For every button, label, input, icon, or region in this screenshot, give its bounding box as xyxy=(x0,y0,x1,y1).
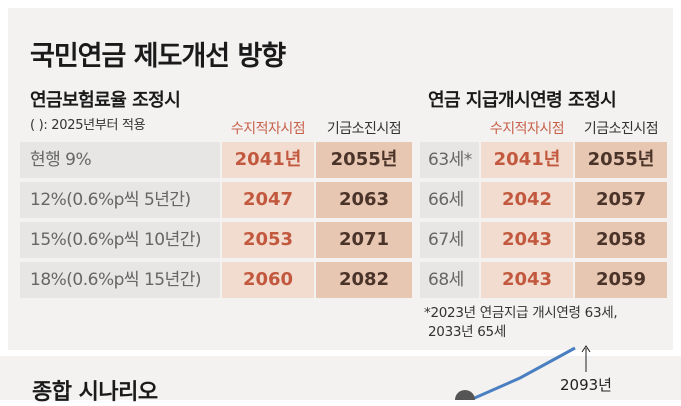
left-row-deficit: 2053 xyxy=(222,222,314,258)
right-col-depletion: 기금소진시점 xyxy=(583,121,659,137)
left-row-deficit: 2047 xyxy=(222,182,314,218)
right-row-label: 66세 xyxy=(420,182,479,218)
left-row-label: 현행 9% xyxy=(20,142,220,178)
left-row-deficit: 2060 xyxy=(222,262,314,298)
left-row-label: 15%(0.6%p씩 10년간) xyxy=(20,222,220,258)
left-col-deficit: 수지적자시점 xyxy=(230,121,306,137)
left-row-depletion: 2082 xyxy=(316,262,412,298)
right-row-deficit: 2042 xyxy=(481,182,573,218)
scenario-line xyxy=(469,346,576,400)
right-row-label: 63세* xyxy=(420,142,479,178)
right-col-deficit: 수지적자시점 xyxy=(489,121,565,137)
left-note: ( ): 2025년부터 적용 xyxy=(30,118,146,133)
right-row-deficit: 2041년 xyxy=(481,142,573,178)
left-heading: 연금보험료율 조정시 xyxy=(30,90,181,111)
right-row-deficit: 2043 xyxy=(481,222,573,258)
bottom-panel xyxy=(0,356,681,400)
left-row-label: 18%(0.6%p씩 15년간) xyxy=(20,262,220,298)
bottom-annotation: 2093년 xyxy=(560,376,612,394)
right-row-depletion: 2058 xyxy=(575,222,667,258)
left-row-depletion: 2071 xyxy=(316,222,412,258)
right-row-deficit: 2043 xyxy=(481,262,573,298)
left-row-label: 12%(0.6%p씩 5년간) xyxy=(20,182,220,218)
left-row-depletion: 2055년 xyxy=(316,142,412,178)
scenario-marker xyxy=(455,390,475,400)
right-row-label: 68세 xyxy=(420,262,479,298)
annotation-arrow-icon xyxy=(581,345,591,353)
right-row-depletion: 2057 xyxy=(575,182,667,218)
right-heading: 연금 지급개시연령 조정시 xyxy=(428,90,617,111)
right-row-depletion: 2059 xyxy=(575,262,667,298)
right-row-label: 67세 xyxy=(420,222,479,258)
left-col-depletion: 기금소진시점 xyxy=(326,121,402,137)
right-footnote-2: 2033년 65세 xyxy=(428,324,506,340)
left-row-depletion: 2063 xyxy=(316,182,412,218)
right-footnote-1: *2023년 연금지급 개시연령 63세, xyxy=(424,305,618,321)
right-row-depletion: 2055년 xyxy=(575,142,667,178)
page-title: 국민연금 제도개선 방향 xyxy=(30,41,286,72)
left-row-deficit: 2041년 xyxy=(222,142,314,178)
